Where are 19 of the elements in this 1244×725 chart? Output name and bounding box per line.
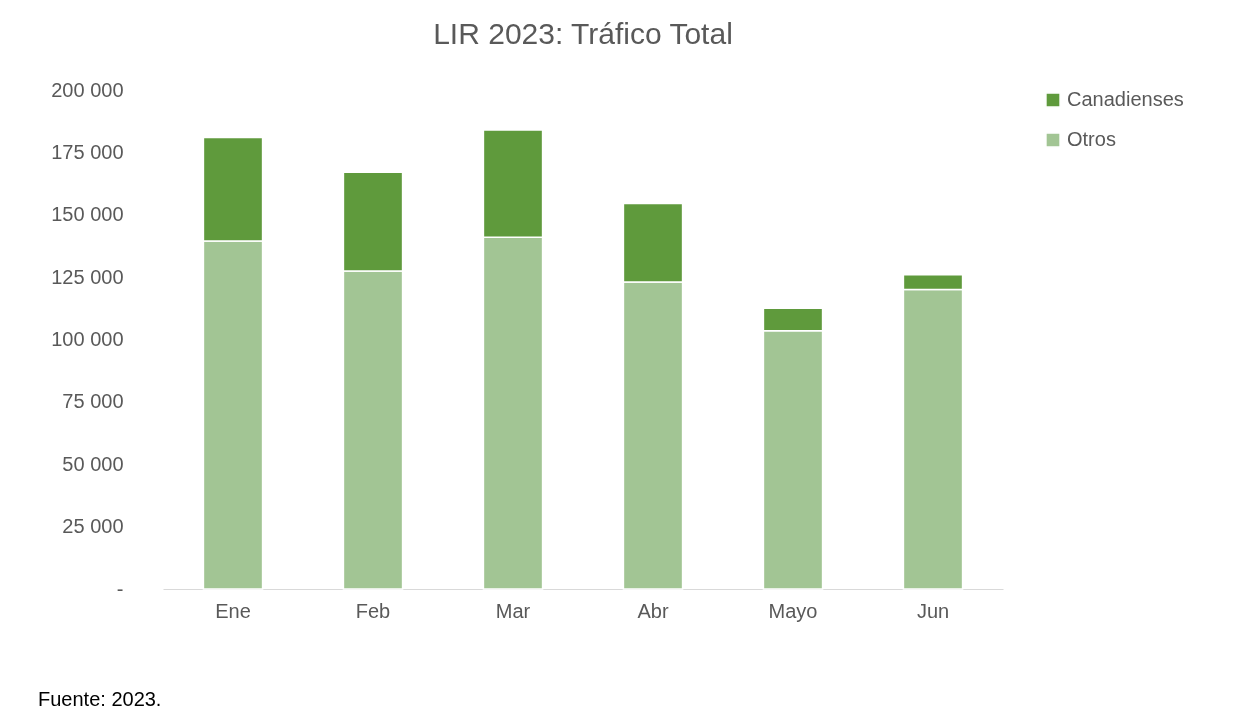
y-tick-label: 125 000 xyxy=(51,265,124,288)
y-tick-label: - xyxy=(116,577,124,600)
x-tick-label: Feb xyxy=(355,599,391,622)
y-tick-label: 75 000 xyxy=(62,390,124,413)
x-tick-label: Jun xyxy=(916,599,950,622)
legend-label: Canadienses xyxy=(1067,88,1184,110)
y-tick-label: 200 000 xyxy=(51,78,124,101)
x-tick-label: Abr xyxy=(637,599,669,622)
x-tick-label: Mar xyxy=(495,599,531,622)
legend-label: Otros xyxy=(1067,128,1116,150)
x-tick-label: Mayo xyxy=(768,599,818,622)
y-tick-label: 150 000 xyxy=(51,203,124,226)
y-tick-label: 50 000 xyxy=(62,452,124,475)
y-tick-label: 25 000 xyxy=(62,515,124,538)
chart-title: LIR 2023: Tráfico Total xyxy=(433,17,733,50)
x-tick-label: Ene xyxy=(215,599,251,622)
y-tick-label: 175 000 xyxy=(51,140,124,163)
y-tick-label: 100 000 xyxy=(51,328,124,350)
source-note: Fuente: 2023. xyxy=(38,688,162,711)
